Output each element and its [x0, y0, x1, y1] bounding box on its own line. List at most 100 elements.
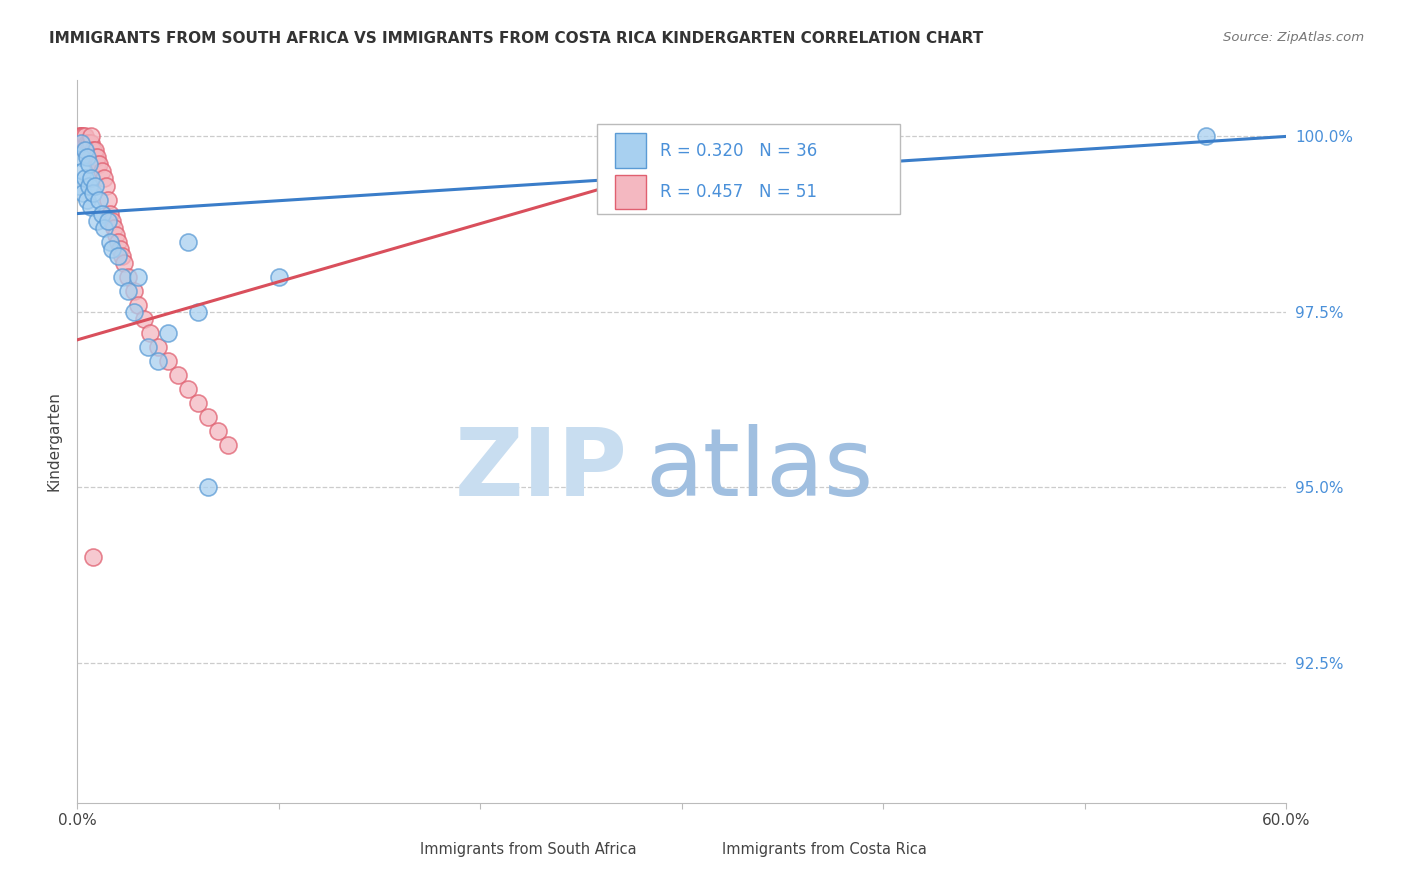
Point — [86, 157, 108, 171]
Point — [122, 284, 145, 298]
Point — [90, 164, 112, 178]
Point — [107, 235, 129, 249]
Point — [79, 144, 101, 158]
Point — [267, 269, 290, 284]
Point — [80, 151, 103, 165]
Point — [72, 136, 94, 151]
Point — [107, 249, 129, 263]
Text: Immigrants from Costa Rica: Immigrants from Costa Rica — [721, 842, 927, 857]
Point — [207, 424, 229, 438]
Point — [117, 284, 139, 298]
Point — [93, 220, 115, 235]
Point — [96, 213, 118, 227]
Point — [72, 129, 94, 144]
Point — [89, 157, 111, 171]
Point — [75, 144, 97, 158]
Point — [79, 157, 101, 171]
Point — [117, 269, 139, 284]
Point — [100, 242, 122, 256]
Point — [89, 193, 111, 207]
Text: R = 0.457   N = 51: R = 0.457 N = 51 — [661, 183, 817, 201]
Point — [76, 193, 98, 207]
Point — [72, 164, 94, 178]
Point — [136, 340, 159, 354]
Point — [72, 186, 94, 200]
Text: IMMIGRANTS FROM SOUTH AFRICA VS IMMIGRANTS FROM COSTA RICA KINDERGARTEN CORRELAT: IMMIGRANTS FROM SOUTH AFRICA VS IMMIGRAN… — [49, 31, 983, 46]
Y-axis label: Kindergarten: Kindergarten — [46, 392, 62, 491]
Point — [98, 206, 121, 220]
Point — [67, 136, 90, 151]
Point — [82, 151, 104, 165]
Point — [167, 368, 190, 382]
Bar — [385, 838, 412, 861]
Point — [96, 193, 118, 207]
Point — [82, 186, 104, 200]
Point — [76, 136, 98, 151]
Point — [79, 178, 101, 193]
Point — [79, 136, 101, 151]
Point — [177, 382, 200, 396]
Point — [187, 305, 209, 319]
Point — [122, 305, 145, 319]
Text: Immigrants from South Africa: Immigrants from South Africa — [419, 842, 636, 857]
Point — [103, 220, 125, 235]
Point — [108, 242, 131, 256]
Point — [86, 151, 108, 165]
Point — [70, 129, 93, 144]
Point — [127, 269, 149, 284]
Point — [70, 136, 93, 151]
Point — [197, 480, 219, 494]
Point — [80, 171, 103, 186]
Point — [111, 269, 134, 284]
Point — [100, 213, 122, 227]
Point — [157, 326, 180, 340]
Point — [75, 129, 97, 144]
Point — [671, 178, 693, 193]
Point — [187, 396, 209, 410]
Point — [84, 144, 107, 158]
Point — [80, 200, 103, 214]
Point — [112, 255, 135, 269]
Point — [197, 409, 219, 424]
Point — [75, 136, 97, 151]
Point — [75, 144, 97, 158]
Point — [70, 129, 93, 144]
Point — [82, 550, 104, 565]
Point — [67, 178, 90, 193]
Point — [146, 340, 169, 354]
Point — [76, 144, 98, 158]
Point — [177, 235, 200, 249]
FancyBboxPatch shape — [598, 124, 900, 214]
Text: Source: ZipAtlas.com: Source: ZipAtlas.com — [1223, 31, 1364, 45]
Point — [146, 354, 169, 368]
Bar — [616, 175, 645, 210]
Point — [93, 171, 115, 186]
Point — [111, 249, 134, 263]
Point — [157, 354, 180, 368]
Point — [104, 227, 127, 242]
Point — [98, 235, 121, 249]
Point — [70, 151, 93, 165]
Point — [82, 144, 104, 158]
Point — [76, 151, 98, 165]
Point — [90, 206, 112, 220]
Point — [218, 438, 240, 452]
Text: ZIP: ZIP — [454, 425, 627, 516]
Bar — [616, 133, 645, 168]
Text: atlas: atlas — [645, 425, 875, 516]
Point — [80, 129, 103, 144]
Point — [67, 129, 90, 144]
Point — [72, 136, 94, 151]
Point — [139, 326, 162, 340]
Point — [132, 311, 155, 326]
Point — [84, 178, 107, 193]
Text: R = 0.320   N = 36: R = 0.320 N = 36 — [661, 142, 817, 160]
Point — [86, 213, 108, 227]
Point — [80, 136, 103, 151]
Point — [94, 178, 117, 193]
Point — [75, 171, 97, 186]
Point — [70, 136, 93, 151]
Point — [1195, 129, 1218, 144]
Point — [127, 298, 149, 312]
Point — [84, 151, 107, 165]
